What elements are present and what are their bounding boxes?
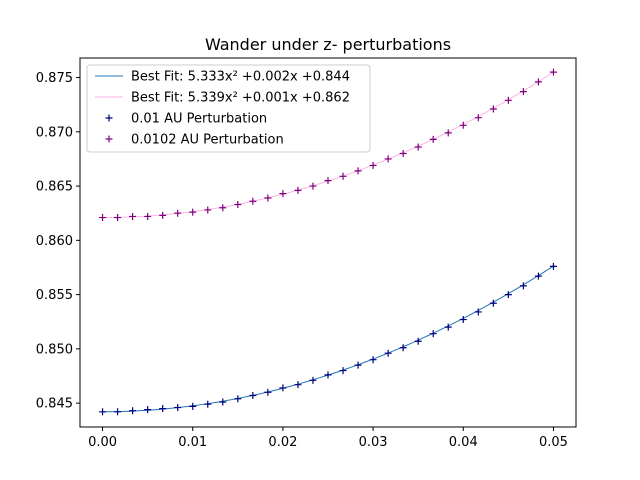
- data-point: [414, 143, 422, 151]
- y-tick-label: 0.865: [36, 180, 73, 195]
- data-point: [204, 206, 212, 214]
- data-point: [414, 337, 422, 345]
- data-point: [279, 384, 287, 392]
- data-point: [189, 208, 197, 216]
- y-tick-label: 0.875: [36, 71, 73, 86]
- legend: Best Fit: 5.333x² +0.002x +0.844 Best Fit…: [86, 64, 371, 153]
- data-point: [429, 135, 437, 143]
- data-point: [549, 262, 557, 270]
- data-point: [264, 388, 272, 396]
- x-tick-label: 0.03: [359, 435, 388, 450]
- data-point: [159, 211, 167, 219]
- data-point: [504, 96, 512, 104]
- data-point: [519, 282, 527, 290]
- x-tick-label: 0.05: [539, 435, 568, 450]
- data-point: [474, 114, 482, 122]
- data-point: [324, 177, 332, 185]
- legend-label: 0.01 AU Perturbation: [131, 112, 267, 127]
- data-point: [219, 204, 227, 212]
- data-point: [504, 291, 512, 299]
- data-point: [369, 161, 377, 169]
- data-point: [294, 381, 302, 389]
- data-point: [204, 400, 212, 408]
- data-point: [294, 186, 302, 194]
- data-point: [279, 190, 287, 198]
- y-axis: 0.845 0.850 0.855 0.860 0.865 0.870 0.875: [36, 71, 80, 412]
- data-point: [129, 407, 137, 415]
- data-point: [174, 209, 182, 217]
- data-point: [144, 406, 152, 414]
- data-point: [549, 68, 557, 76]
- x-tick-label: 0.00: [88, 435, 117, 450]
- data-point: [354, 361, 362, 369]
- data-markers: [99, 68, 557, 416]
- chart-title: Wander under z- perturbations: [205, 35, 451, 54]
- data-point: [174, 403, 182, 411]
- data-point: [234, 395, 242, 403]
- data-point: [459, 121, 467, 129]
- data-point: [249, 392, 257, 400]
- plot-frame: [79, 57, 577, 428]
- data-point: [264, 194, 272, 202]
- data-point: [189, 402, 197, 410]
- data-point: [474, 308, 482, 316]
- data-point: [339, 172, 347, 180]
- legend-marker-swatch: [105, 114, 113, 122]
- data-point: [309, 376, 317, 384]
- data-point: [309, 182, 317, 190]
- data-point: [144, 212, 152, 220]
- legend-label: Best Fit: 5.339x² +0.001x +0.862: [131, 91, 350, 106]
- y-tick-label: 0.855: [36, 288, 73, 303]
- legend-label: Best Fit: 5.333x² +0.002x +0.844: [131, 70, 350, 85]
- y-tick-label: 0.870: [36, 125, 73, 140]
- y-tick-label: 0.845: [36, 397, 73, 412]
- data-point: [444, 323, 452, 331]
- data-point: [114, 408, 122, 416]
- legend-box: [86, 64, 371, 153]
- data-point: [234, 201, 242, 209]
- data-point: [519, 88, 527, 96]
- x-tick-label: 0.01: [178, 435, 207, 450]
- data-point: [399, 150, 407, 158]
- data-point: [384, 155, 392, 163]
- data-point: [399, 344, 407, 352]
- data-point: [129, 212, 137, 220]
- data-point: [384, 349, 392, 357]
- data-point: [429, 330, 437, 338]
- legend-label: 0.0102 AU Perturbation: [131, 133, 284, 148]
- data-point: [324, 371, 332, 379]
- data-point: [99, 214, 107, 222]
- data-point: [444, 129, 452, 137]
- data-point: [339, 367, 347, 375]
- data-point: [354, 167, 362, 175]
- data-point: [114, 214, 122, 222]
- data-point: [249, 197, 257, 205]
- data-point: [459, 316, 467, 324]
- data-point: [534, 272, 542, 280]
- data-point: [489, 299, 497, 307]
- y-tick-label: 0.860: [36, 234, 73, 249]
- fit-line: [102, 265, 554, 413]
- x-tick-label: 0.04: [449, 435, 478, 450]
- x-axis: 0.00 0.01 0.02 0.03 0.04 0.05: [88, 427, 568, 450]
- data-point: [534, 78, 542, 86]
- x-tick-label: 0.02: [268, 435, 297, 450]
- data-point: [489, 105, 497, 113]
- data-point: [369, 356, 377, 364]
- legend-marker-swatch: [105, 135, 113, 143]
- y-tick-label: 0.850: [36, 342, 73, 357]
- data-point: [99, 408, 107, 416]
- data-point: [219, 398, 227, 406]
- data-point: [159, 405, 167, 413]
